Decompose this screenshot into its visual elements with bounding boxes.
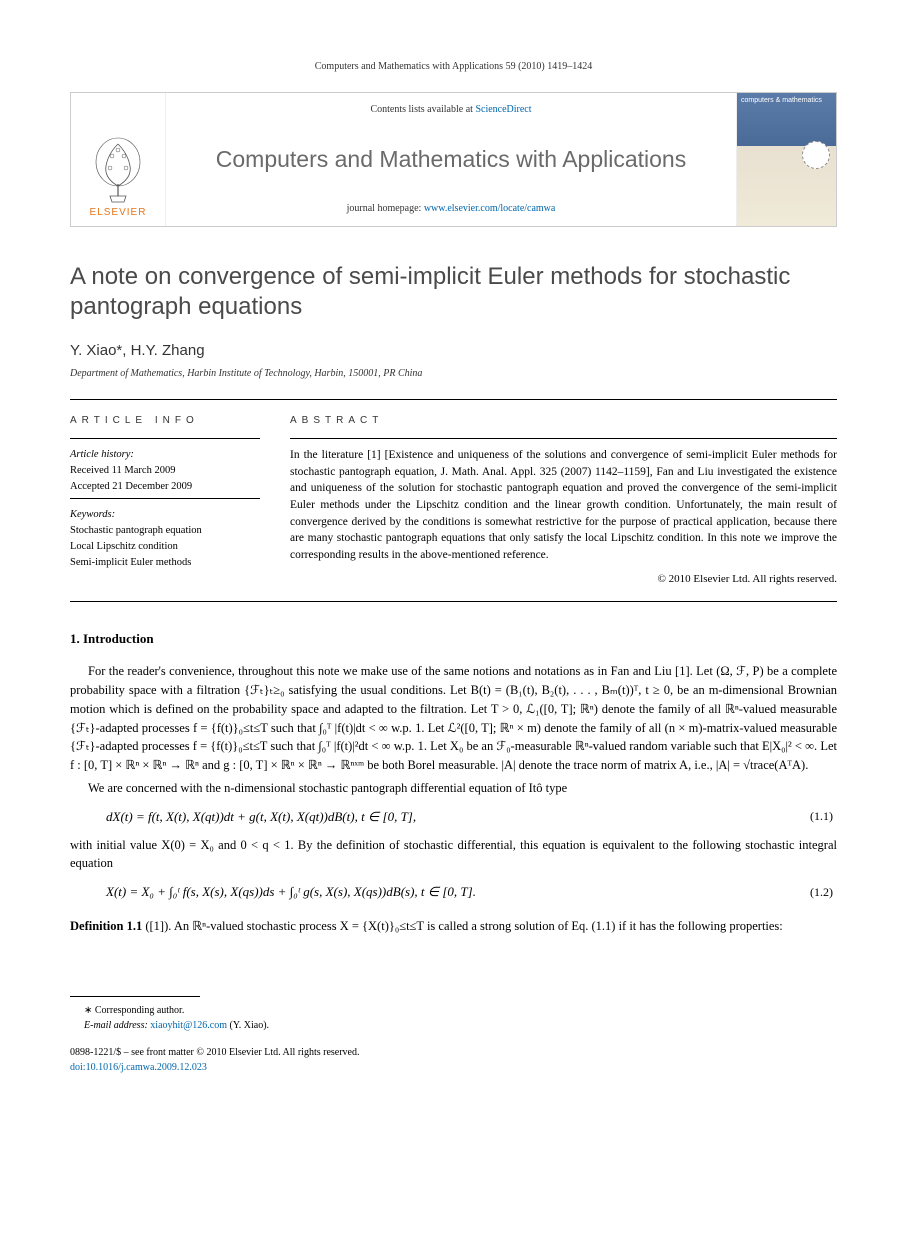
info-divider-1 bbox=[70, 438, 260, 439]
history-label: Article history: bbox=[70, 447, 260, 463]
equation-1-2: X(t) = X₀ + ∫₀ᵗ f(s, X(s), X(qs))ds + ∫₀… bbox=[106, 883, 837, 901]
definition-ref: ([1]). bbox=[142, 919, 171, 933]
authors: Y. Xiao*, H.Y. Zhang bbox=[70, 340, 837, 361]
abstract-divider bbox=[290, 438, 837, 439]
sciencedirect-link[interactable]: ScienceDirect bbox=[475, 104, 531, 115]
intro-para-3: with initial value X(0) = X₀ and 0 < q <… bbox=[70, 836, 837, 874]
doi-link[interactable]: 10.1016/j.camwa.2009.12.023 bbox=[86, 1062, 207, 1073]
doi-block: 0898-1221/$ – see front matter © 2010 El… bbox=[70, 1045, 837, 1075]
corr-label: Corresponding author. bbox=[92, 1005, 184, 1016]
accepted-date: Accepted 21 December 2009 bbox=[70, 479, 260, 495]
info-divider-2 bbox=[70, 498, 260, 499]
elsevier-label: ELSEVIER bbox=[90, 206, 147, 220]
divider-bottom bbox=[70, 601, 837, 602]
intro-para-2: We are concerned with the n-dimensional … bbox=[70, 779, 837, 798]
elsevier-tree-icon bbox=[88, 134, 148, 204]
email-link[interactable]: xiaoyhit@126.com bbox=[150, 1020, 227, 1031]
keywords-block: Keywords: Stochastic pantograph equation… bbox=[70, 507, 260, 570]
received-date: Received 11 March 2009 bbox=[70, 463, 260, 479]
article-info-column: ARTICLE INFO Article history: Received 1… bbox=[70, 414, 260, 587]
equation-1-1-content: dX(t) = f(t, X(t), X(qt))dt + g(t, X(t),… bbox=[106, 808, 810, 826]
homepage-line: journal homepage: www.elsevier.com/locat… bbox=[347, 202, 556, 216]
definition-label: Definition 1.1 bbox=[70, 919, 142, 933]
definition-1-1: Definition 1.1 ([1]). An ℝⁿ-valued stoch… bbox=[70, 917, 837, 936]
abstract-header: ABSTRACT bbox=[290, 414, 837, 428]
intro-para-1: For the reader's convenience, throughout… bbox=[70, 662, 837, 775]
equation-1-2-content: X(t) = X₀ + ∫₀ᵗ f(s, X(s), X(qs))ds + ∫₀… bbox=[106, 883, 810, 901]
equation-1-2-number: (1.2) bbox=[810, 884, 837, 901]
cover-title: computers & mathematics bbox=[741, 97, 832, 105]
keyword-2: Local Lipschitz condition bbox=[70, 539, 260, 555]
issn-line: 0898-1221/$ – see front matter © 2010 El… bbox=[70, 1045, 837, 1060]
keyword-3: Semi-implicit Euler methods bbox=[70, 555, 260, 571]
info-abstract-row: ARTICLE INFO Article history: Received 1… bbox=[70, 414, 837, 587]
affiliation: Department of Mathematics, Harbin Instit… bbox=[70, 367, 837, 381]
homepage-prefix: journal homepage: bbox=[347, 203, 424, 214]
journal-banner: ELSEVIER Contents lists available at Sci… bbox=[70, 92, 837, 227]
homepage-link[interactable]: www.elsevier.com/locate/camwa bbox=[424, 203, 556, 214]
contents-available-line: Contents lists available at ScienceDirec… bbox=[370, 103, 531, 117]
doi-line: doi:10.1016/j.camwa.2009.12.023 bbox=[70, 1060, 837, 1075]
banner-center: Contents lists available at ScienceDirec… bbox=[166, 93, 736, 226]
copyright-line: © 2010 Elsevier Ltd. All rights reserved… bbox=[290, 572, 837, 587]
journal-name: Computers and Mathematics with Applicati… bbox=[216, 143, 686, 175]
contents-prefix: Contents lists available at bbox=[370, 104, 475, 115]
article-info-header: ARTICLE INFO bbox=[70, 414, 260, 428]
journal-cover-thumb: computers & mathematics bbox=[736, 93, 836, 226]
divider-top bbox=[70, 399, 837, 400]
email-label: E-mail address: bbox=[84, 1020, 150, 1031]
equation-1-1: dX(t) = f(t, X(t), X(qt))dt + g(t, X(t),… bbox=[106, 808, 837, 826]
footnote-divider bbox=[70, 996, 200, 997]
email-note: E-mail address: xiaoyhit@126.com (Y. Xia… bbox=[70, 1018, 837, 1033]
section-1-title: 1. Introduction bbox=[70, 630, 837, 648]
publisher-logo-block: ELSEVIER bbox=[71, 93, 166, 226]
definition-text: An ℝⁿ-valued stochastic process X = {X(t… bbox=[171, 919, 782, 933]
corresponding-author-note: ∗ Corresponding author. bbox=[70, 1003, 837, 1018]
abstract-text: In the literature [1] [Existence and uni… bbox=[290, 447, 837, 564]
header-citation: Computers and Mathematics with Applicati… bbox=[70, 60, 837, 74]
email-suffix: (Y. Xiao). bbox=[227, 1020, 269, 1031]
keyword-1: Stochastic pantograph equation bbox=[70, 523, 260, 539]
abstract-column: ABSTRACT In the literature [1] [Existenc… bbox=[290, 414, 837, 587]
doi-label-link[interactable]: doi: bbox=[70, 1062, 86, 1073]
keywords-label: Keywords: bbox=[70, 507, 260, 523]
equation-1-1-number: (1.1) bbox=[810, 808, 837, 825]
cover-badge-icon bbox=[802, 141, 830, 169]
article-history-block: Article history: Received 11 March 2009 … bbox=[70, 447, 260, 494]
article-title: A note on convergence of semi-implicit E… bbox=[70, 262, 837, 322]
